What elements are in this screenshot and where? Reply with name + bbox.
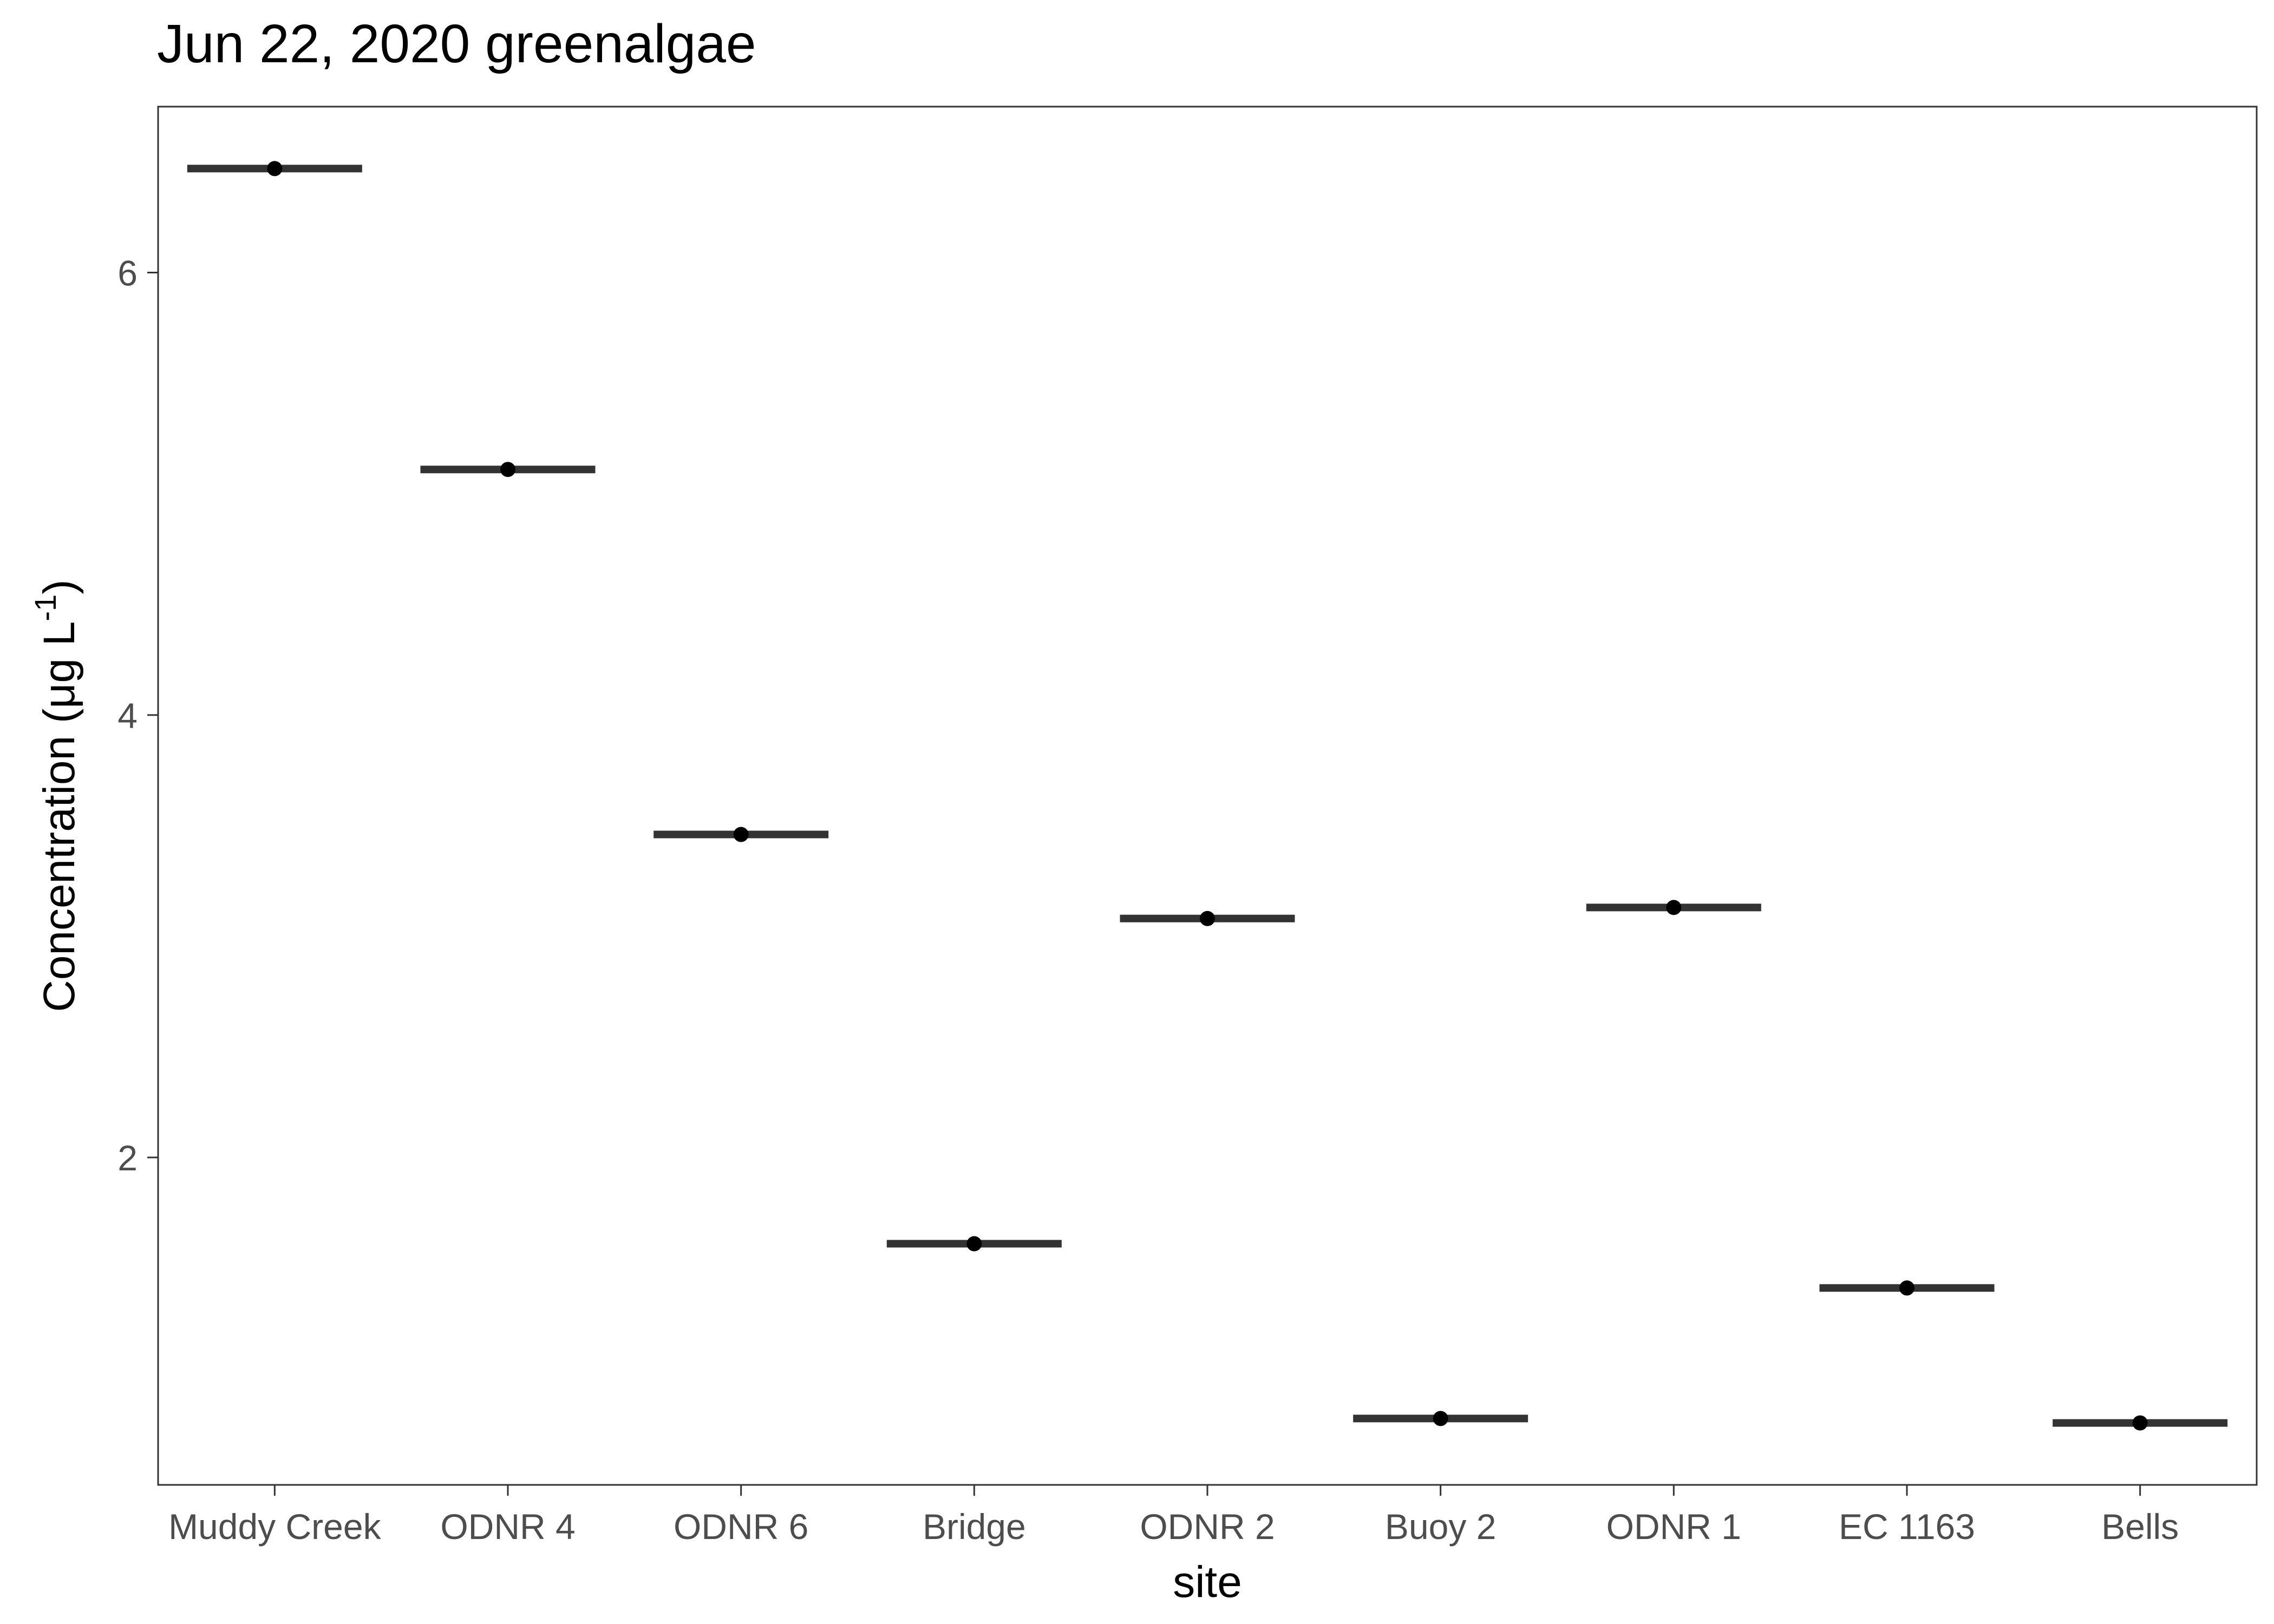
data-point (267, 161, 283, 176)
y-axis-title-main: Concentration (μg L (35, 621, 84, 1012)
x-tick-label: ODNR 6 (674, 1507, 808, 1547)
data-point (1899, 1280, 1914, 1296)
data-point (1433, 1411, 1448, 1426)
y-axis: 2 4 6 (117, 253, 158, 1178)
x-axis-title: site (1173, 1557, 1242, 1607)
y-axis-title-close: ) (35, 580, 84, 594)
data-point (966, 1236, 982, 1252)
x-tick-label: Bells (2101, 1507, 2179, 1547)
plot-panel (157, 106, 2258, 1486)
data-point (733, 827, 749, 842)
y-axis-title-superscript: -1 (28, 594, 62, 621)
y-axis-title: Concentration (μg L-1) (28, 580, 84, 1012)
data-point (1200, 911, 1215, 926)
x-tick-label: Bridge (923, 1507, 1026, 1547)
x-tick-label: ODNR 4 (440, 1507, 575, 1547)
y-tick-label: 2 (117, 1138, 138, 1178)
data-point (500, 462, 515, 477)
x-tick-label: Buoy 2 (1385, 1507, 1496, 1547)
y-tick-label: 6 (117, 253, 138, 293)
x-tick-label: ODNR 2 (1140, 1507, 1275, 1547)
y-tick-label: 4 (117, 696, 138, 736)
x-tick-label: EC 1163 (1839, 1507, 1975, 1547)
data-point (1666, 900, 1682, 915)
x-axis: Muddy Creek ODNR 4 ODNR 6 Bridge ODNR 2 Buoy … (168, 1485, 2179, 1547)
x-tick-label: ODNR 1 (1606, 1507, 1741, 1547)
data-marks (187, 161, 2228, 1431)
chart-title: Jun 22, 2020 greenalgae (157, 14, 756, 74)
x-tick-label: Muddy Creek (168, 1507, 381, 1547)
data-point (2132, 1415, 2148, 1431)
